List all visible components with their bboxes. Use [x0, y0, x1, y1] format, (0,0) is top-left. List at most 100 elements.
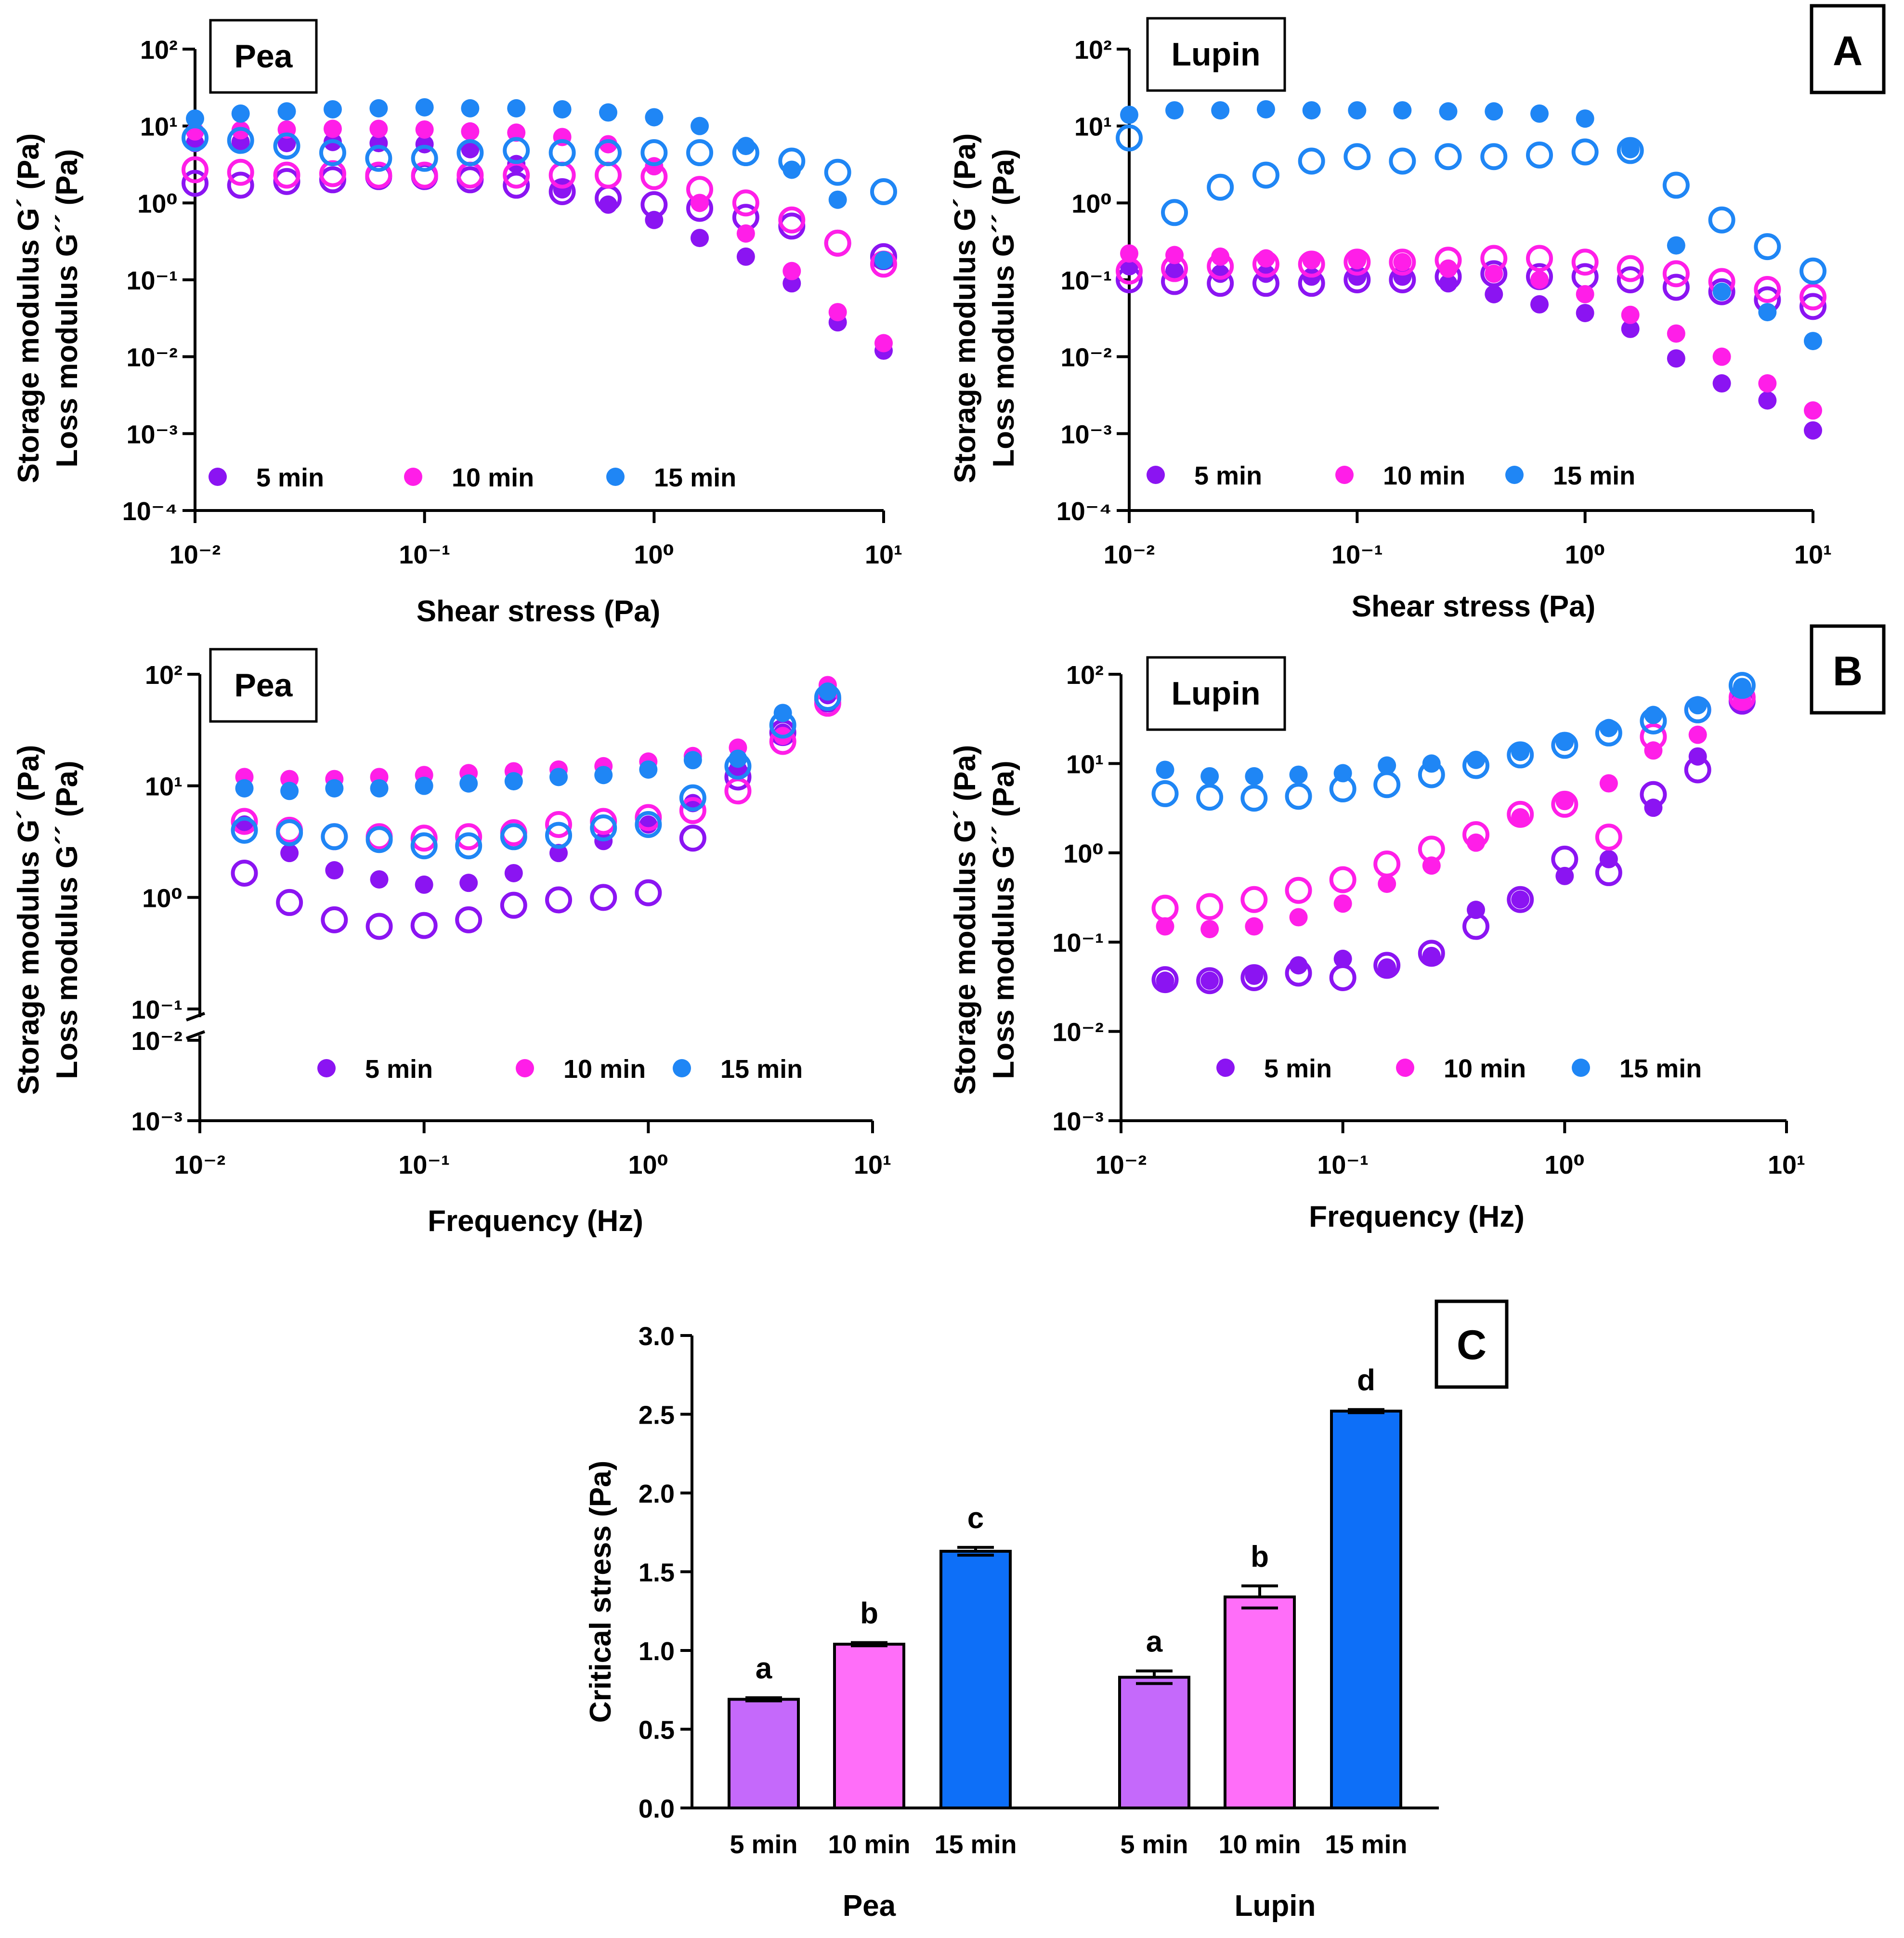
data-point: [507, 99, 526, 118]
data-point: [679, 797, 706, 825]
data-point: [1348, 101, 1367, 120]
data-point: [1418, 940, 1445, 967]
data-point: [1393, 253, 1412, 272]
data-point: [365, 161, 392, 189]
category-label: 10 min: [828, 1830, 910, 1859]
data-point: [1302, 101, 1321, 120]
panel-letter-b: B: [1833, 648, 1863, 694]
legend-label: 10 min: [452, 463, 534, 492]
data-point: [1156, 971, 1174, 990]
legend-marker: [317, 1059, 336, 1077]
data-point: [1712, 347, 1731, 366]
data-point: [277, 102, 296, 121]
data-point: [186, 109, 204, 128]
data-point: [870, 178, 897, 206]
data-points: [231, 676, 841, 940]
y-tick-label: 10⁻³: [1060, 420, 1112, 449]
significance-label: b: [860, 1597, 878, 1630]
data-point: [1599, 774, 1618, 793]
data-point: [1758, 391, 1777, 410]
data-point: [590, 884, 617, 911]
data-point: [1165, 246, 1184, 264]
y-tick-label: 10¹: [140, 113, 178, 142]
category-label: 15 min: [934, 1830, 1017, 1859]
data-point: [1165, 101, 1184, 120]
data-point: [1530, 295, 1549, 314]
chart-title: Lupin: [1171, 36, 1260, 73]
legend-marker: [606, 468, 625, 486]
data-point: [410, 825, 438, 852]
data-point: [1804, 421, 1822, 440]
data-point: [635, 811, 662, 838]
chart-title: Pea: [235, 667, 293, 704]
data-point: [1240, 964, 1268, 991]
chart-b-pea: Storage modulus G´ (Pa) Loss modulus G´´…: [12, 648, 891, 1238]
legend-marker: [1505, 466, 1524, 484]
data-point: [1435, 247, 1462, 274]
data-point: [1754, 275, 1781, 303]
data-point: [1667, 349, 1685, 368]
panel-letter-box-b: [1810, 624, 1886, 715]
data-point: [639, 760, 658, 779]
data-point: [1298, 250, 1325, 278]
data-point: [411, 161, 438, 189]
data-point: [1595, 719, 1622, 746]
significance-label: d: [1357, 1364, 1375, 1397]
data-point: [319, 139, 346, 167]
y-tick-label: 10⁻¹: [1052, 929, 1104, 957]
legend-marker: [1335, 466, 1354, 484]
data-point: [227, 171, 254, 199]
axes: 10² 10¹ 10⁰ 10⁻¹ 10⁻² 10⁻³ 10⁻² 10⁻¹ 10⁰ 10¹: [131, 661, 891, 1179]
bar: [1118, 1676, 1190, 1810]
data-point: [455, 823, 483, 851]
significance-label: a: [756, 1652, 772, 1685]
data-point: [679, 784, 706, 812]
bars: a 5 min b 10 min c 15 min a 5 min b 10 min d 15 min: [728, 1364, 1408, 1859]
y-tick-label: 1.0: [639, 1637, 675, 1666]
legend: 5 min 10 min 15 min: [1216, 1054, 1702, 1083]
data-point: [1617, 266, 1644, 293]
y-axis-label: Storage modulus G´ (Pa) Loss modulus G´´…: [12, 745, 84, 1095]
data-point: [1530, 271, 1549, 289]
data-point: [1116, 266, 1143, 293]
x-axis-title: Frequency (Hz): [428, 1205, 643, 1238]
data-point: [319, 160, 346, 187]
data-point: [1240, 886, 1268, 913]
data-point: [691, 229, 709, 248]
x-tick-label: 10⁰: [628, 1151, 668, 1179]
data-point: [1151, 966, 1179, 994]
y-tick-label: 10⁰: [142, 884, 183, 913]
data-point: [231, 859, 258, 887]
data-point: [828, 303, 847, 322]
legend: 5 min 10 min 15 min: [1147, 461, 1635, 490]
data-point: [769, 711, 796, 739]
data-point: [231, 104, 250, 123]
data-point: [231, 808, 258, 835]
data-point: [365, 144, 392, 172]
data-point: [1418, 836, 1445, 863]
data-point: [1462, 913, 1490, 940]
data-point: [1256, 100, 1275, 118]
data-point: [1621, 140, 1640, 158]
y-axis-title-loss: Loss modulus G´´ (Pa): [51, 149, 84, 467]
data-points: [182, 98, 897, 360]
x-axis-title: Frequency (Hz): [1309, 1200, 1525, 1233]
category-label: 15 min: [1325, 1830, 1407, 1859]
legend-marker: [404, 468, 422, 486]
bar: [939, 1549, 1012, 1809]
y-tick-label: 10⁻²: [1060, 343, 1112, 372]
data-point: [1804, 401, 1822, 420]
data-point: [778, 147, 806, 175]
y-axis-title-storage: Storage modulus G´ (Pa): [12, 133, 45, 484]
significance-label: c: [967, 1502, 984, 1535]
y-tick-label: 10⁻²: [126, 343, 178, 372]
data-point: [1526, 245, 1553, 272]
axis-break-mark: [185, 1030, 206, 1040]
data-point: [599, 135, 618, 154]
data-point: [1621, 305, 1640, 324]
data-point: [1684, 756, 1711, 784]
data-point: [1571, 138, 1599, 166]
data-point: [365, 826, 393, 853]
y-tick-label: 10¹: [1066, 750, 1104, 779]
y-tick-label: 10⁰: [1063, 839, 1104, 868]
